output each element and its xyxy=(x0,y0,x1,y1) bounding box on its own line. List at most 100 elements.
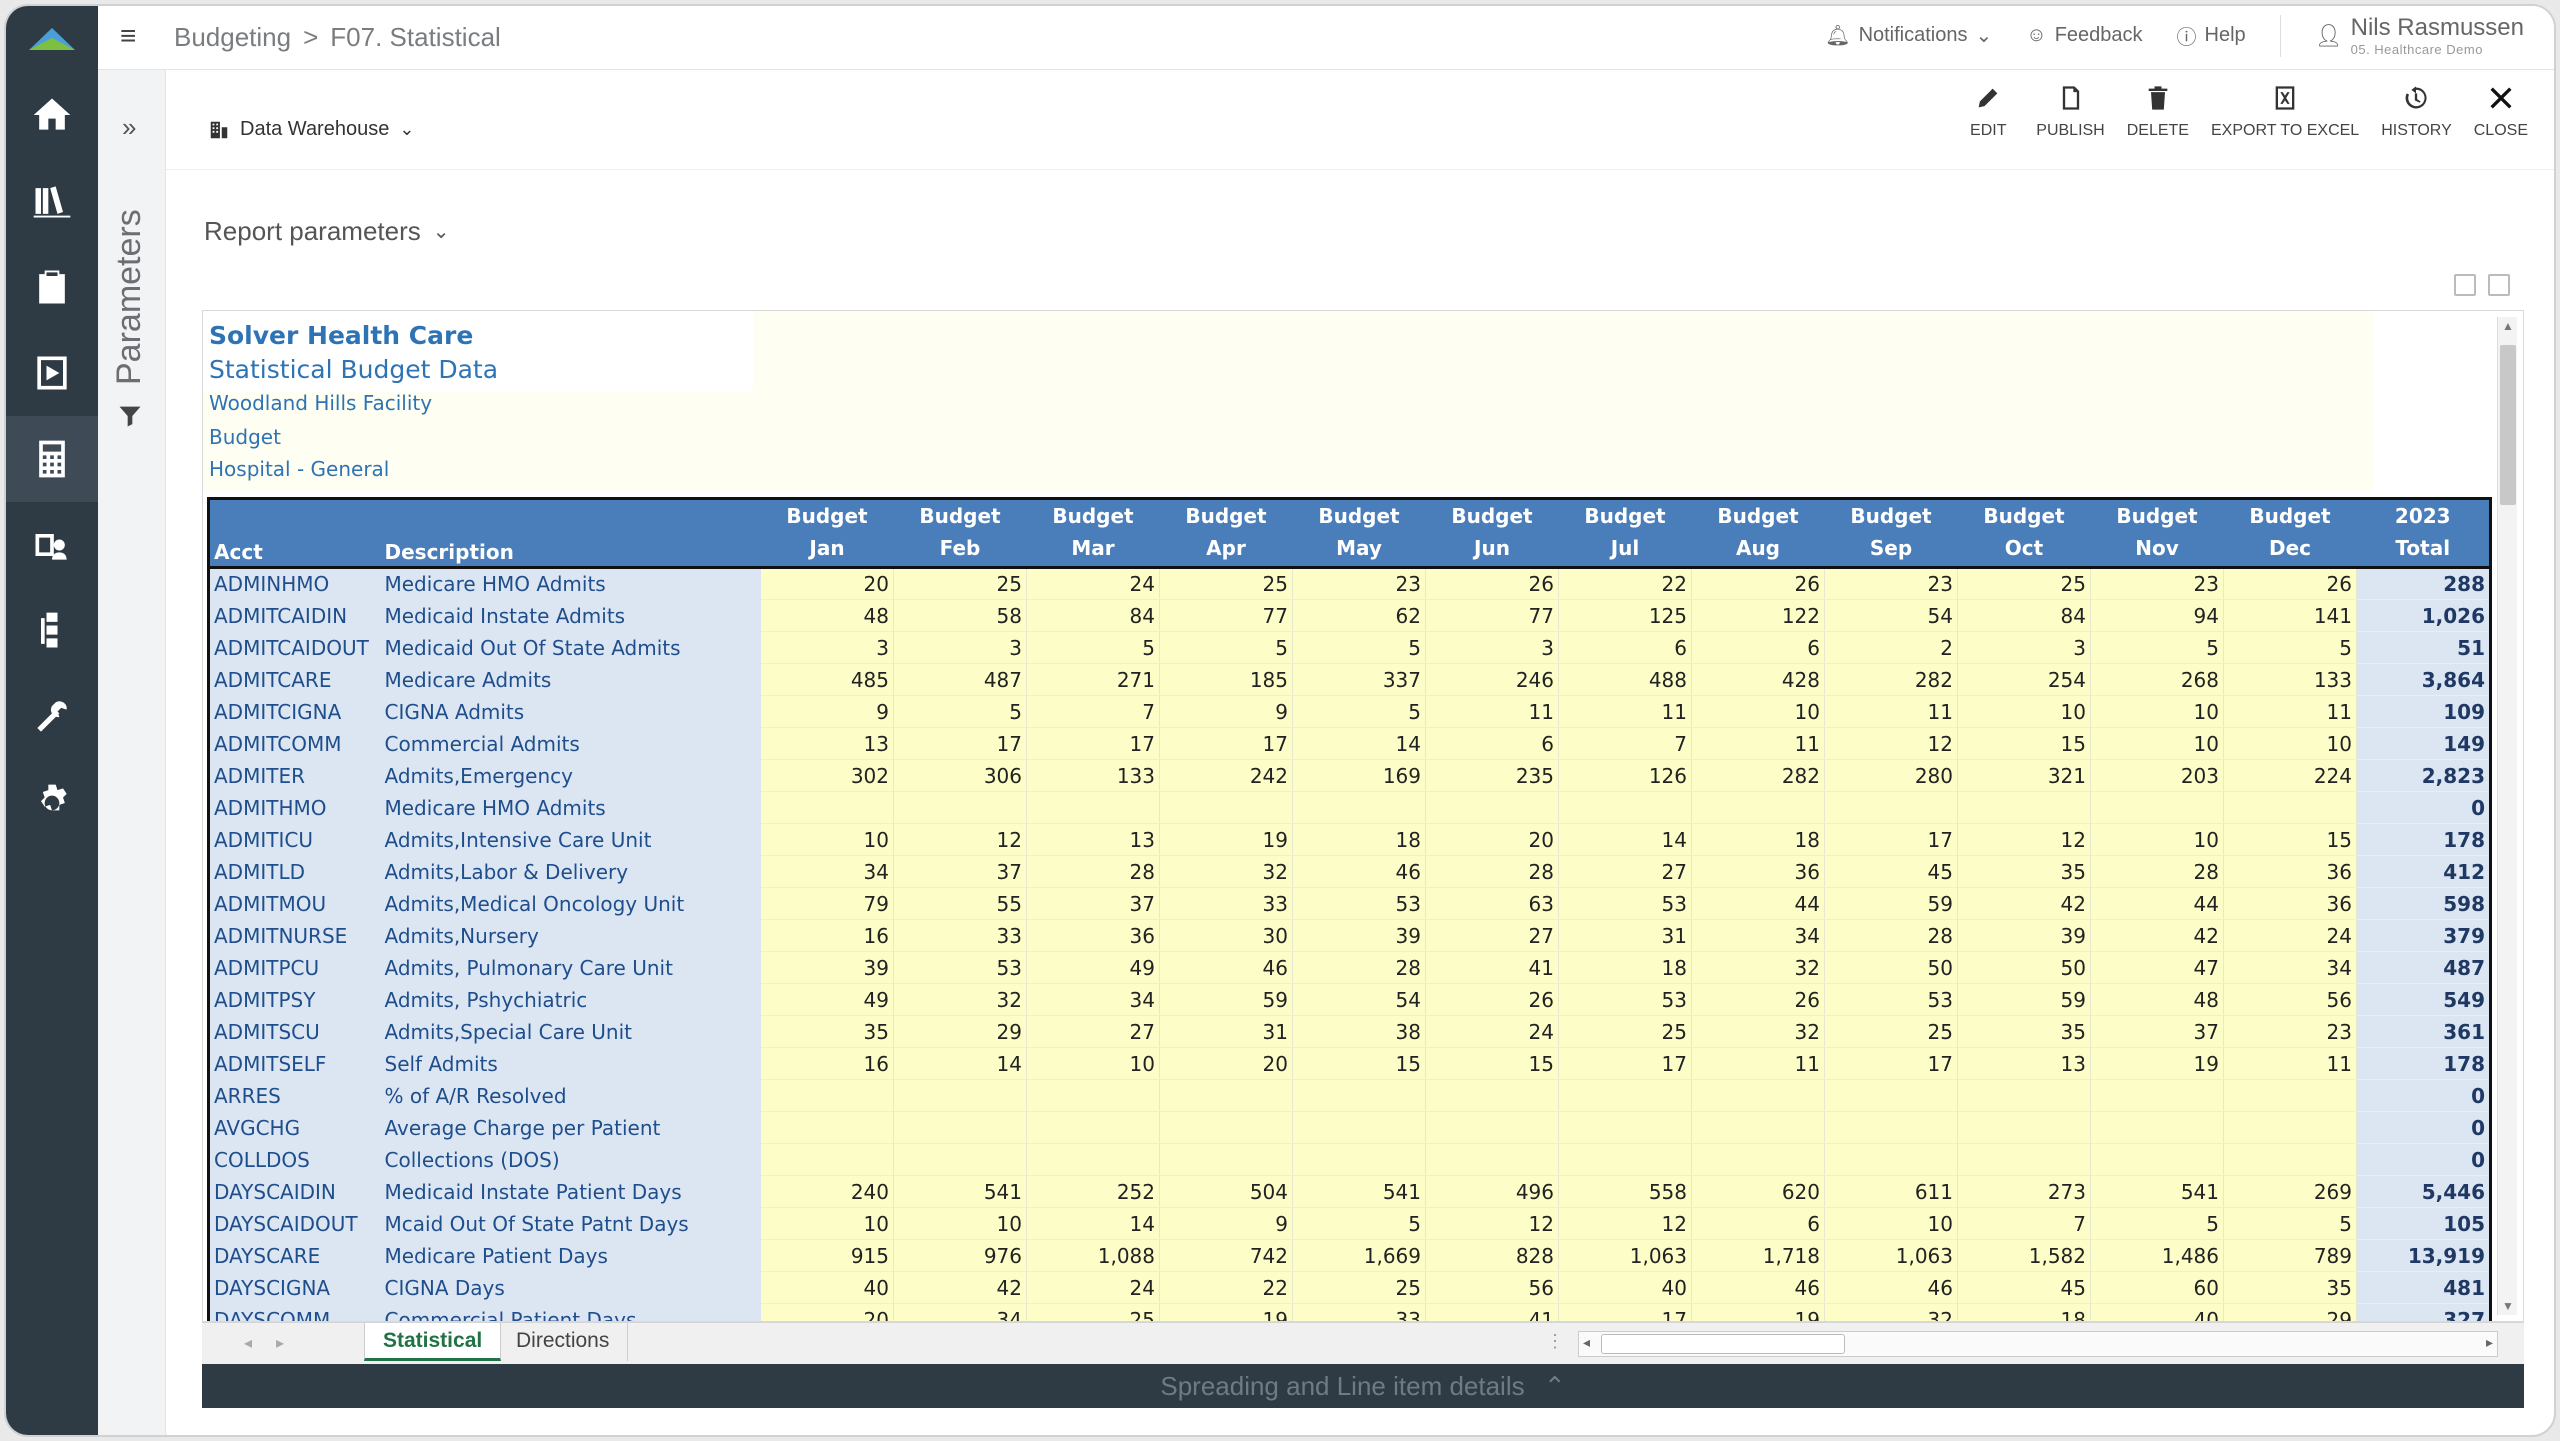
cell-value[interactable]: 32 xyxy=(1691,1015,1825,1048)
col-header-total[interactable]: 2023 Total xyxy=(2356,497,2492,569)
cell-value[interactable]: 280 xyxy=(1824,759,1958,792)
cell-total[interactable]: 361 xyxy=(2356,1015,2492,1048)
cell-value[interactable] xyxy=(1824,1079,1958,1112)
cell-value[interactable]: 10 xyxy=(760,1207,894,1240)
cell-acct[interactable]: ADMITNURSE xyxy=(207,919,381,952)
cell-value[interactable]: 133 xyxy=(1026,759,1160,792)
cell-value[interactable]: 3 xyxy=(893,631,1027,664)
cell-value[interactable]: 246 xyxy=(1425,663,1559,696)
cell-description[interactable]: Medicaid Out Of State Admits xyxy=(380,631,761,664)
cell-value[interactable]: 20 xyxy=(1425,823,1559,856)
cell-value[interactable]: 141 xyxy=(2223,599,2357,632)
cell-value[interactable]: 28 xyxy=(1824,919,1958,952)
cell-value[interactable]: 28 xyxy=(1026,855,1160,888)
cell-value[interactable]: 63 xyxy=(1425,887,1559,920)
cell-value[interactable]: 17 xyxy=(1824,1047,1958,1080)
cell-value[interactable]: 306 xyxy=(893,759,1027,792)
cell-value[interactable]: 59 xyxy=(1824,887,1958,920)
cell-value[interactable]: 35 xyxy=(1957,855,2091,888)
cell-value[interactable]: 252 xyxy=(1026,1175,1160,1208)
cell-value[interactable]: 59 xyxy=(1957,983,2091,1016)
cell-value[interactable]: 53 xyxy=(1292,887,1426,920)
col-header-month[interactable]: Budget Dec xyxy=(2223,497,2357,569)
cell-value[interactable] xyxy=(760,791,894,824)
cell-value[interactable]: 25 xyxy=(1026,1303,1160,1321)
cell-value[interactable]: 302 xyxy=(760,759,894,792)
cell-description[interactable]: Average Charge per Patient xyxy=(380,1111,761,1144)
cell-value[interactable]: 789 xyxy=(2223,1239,2357,1272)
cell-description[interactable]: % of A/R Resolved xyxy=(380,1079,761,1112)
cell-value[interactable] xyxy=(1957,1111,2091,1144)
scroll-down-arrow-icon[interactable]: ▼ xyxy=(2502,1299,2514,1313)
tab-nav-arrows-icon[interactable]: ◂▸ xyxy=(244,1335,309,1352)
cell-value[interactable]: 18 xyxy=(1558,951,1692,984)
cell-value[interactable]: 1,582 xyxy=(1957,1239,2091,1272)
cell-total[interactable]: 51 xyxy=(2356,631,2492,664)
cell-value[interactable]: 33 xyxy=(1159,887,1293,920)
cell-value[interactable]: 17 xyxy=(893,727,1027,760)
cell-value[interactable]: 26 xyxy=(1691,567,1825,600)
cell-value[interactable]: 29 xyxy=(893,1015,1027,1048)
cell-value[interactable]: 11 xyxy=(1691,1047,1825,1080)
library-icon[interactable] xyxy=(6,158,98,244)
cell-value[interactable]: 94 xyxy=(2090,599,2224,632)
cell-description[interactable]: Medicare Patient Days xyxy=(380,1239,761,1272)
cell-value[interactable]: 11 xyxy=(2223,1047,2357,1080)
cell-value[interactable]: 38 xyxy=(1292,1015,1426,1048)
cell-value[interactable]: 12 xyxy=(1957,823,2091,856)
cell-acct[interactable]: DAYSCAIDOUT xyxy=(207,1207,381,1240)
cell-description[interactable]: Mcaid Out Of State Patnt Days xyxy=(380,1207,761,1240)
cell-acct[interactable]: ADMITER xyxy=(207,759,381,792)
cell-acct[interactable]: DAYSCAIDIN xyxy=(207,1175,381,1208)
cell-value[interactable]: 20 xyxy=(760,1303,894,1321)
cell-value[interactable]: 79 xyxy=(760,887,894,920)
cell-value[interactable] xyxy=(2090,1079,2224,1112)
cell-value[interactable]: 268 xyxy=(2090,663,2224,696)
cell-value[interactable] xyxy=(1026,1079,1160,1112)
cell-value[interactable]: 282 xyxy=(1824,663,1958,696)
col-header-month[interactable]: Budget Sep xyxy=(1824,497,1958,569)
cell-value[interactable]: 36 xyxy=(2223,887,2357,920)
cell-value[interactable] xyxy=(1292,1143,1426,1176)
feedback-button[interactable]: ☺ Feedback xyxy=(2026,24,2142,47)
cell-value[interactable]: 36 xyxy=(1691,855,1825,888)
cell-acct[interactable]: ADMITCAIDOUT xyxy=(207,631,381,664)
col-header-description[interactable]: Description xyxy=(380,497,761,569)
cell-value[interactable]: 203 xyxy=(2090,759,2224,792)
cell-total[interactable]: 0 xyxy=(2356,1111,2492,1144)
cell-value[interactable]: 5 xyxy=(1292,631,1426,664)
cell-total[interactable]: 379 xyxy=(2356,919,2492,952)
cell-value[interactable]: 1,063 xyxy=(1824,1239,1958,1272)
cell-value[interactable]: 11 xyxy=(1425,695,1559,728)
expand-panel-icon[interactable]: » xyxy=(122,112,137,142)
cell-value[interactable] xyxy=(760,1111,894,1144)
cell-value[interactable]: 240 xyxy=(760,1175,894,1208)
cell-value[interactable]: 36 xyxy=(1026,919,1160,952)
cell-value[interactable]: 9 xyxy=(1159,1207,1293,1240)
cell-value[interactable]: 48 xyxy=(760,599,894,632)
cell-value[interactable]: 24 xyxy=(2223,919,2357,952)
cell-value[interactable]: 1,486 xyxy=(2090,1239,2224,1272)
cell-value[interactable]: 24 xyxy=(1026,567,1160,600)
datasource-select[interactable]: Data Warehouse ⌄ xyxy=(208,118,414,141)
cell-value[interactable]: 7 xyxy=(1026,695,1160,728)
cell-value[interactable]: 84 xyxy=(1026,599,1160,632)
cell-value[interactable]: 10 xyxy=(2090,727,2224,760)
cell-value[interactable] xyxy=(2090,791,2224,824)
col-header-month[interactable]: Budget Apr xyxy=(1159,497,1293,569)
cell-value[interactable] xyxy=(760,1143,894,1176)
cell-value[interactable]: 13 xyxy=(1026,823,1160,856)
cell-value[interactable] xyxy=(1026,791,1160,824)
cell-value[interactable]: 46 xyxy=(1691,1271,1825,1304)
cell-value[interactable]: 41 xyxy=(1425,951,1559,984)
cell-value[interactable]: 31 xyxy=(1558,919,1692,952)
cell-value[interactable]: 32 xyxy=(1824,1303,1958,1321)
cell-value[interactable]: 44 xyxy=(2090,887,2224,920)
cell-value[interactable]: 5 xyxy=(1159,631,1293,664)
cell-value[interactable]: 77 xyxy=(1159,599,1293,632)
cell-value[interactable]: 2 xyxy=(1824,631,1958,664)
cell-value[interactable]: 976 xyxy=(893,1239,1027,1272)
cell-total[interactable]: 412 xyxy=(2356,855,2492,888)
cell-acct[interactable]: ADMITMOU xyxy=(207,887,381,920)
cell-description[interactable]: Collections (DOS) xyxy=(380,1143,761,1176)
